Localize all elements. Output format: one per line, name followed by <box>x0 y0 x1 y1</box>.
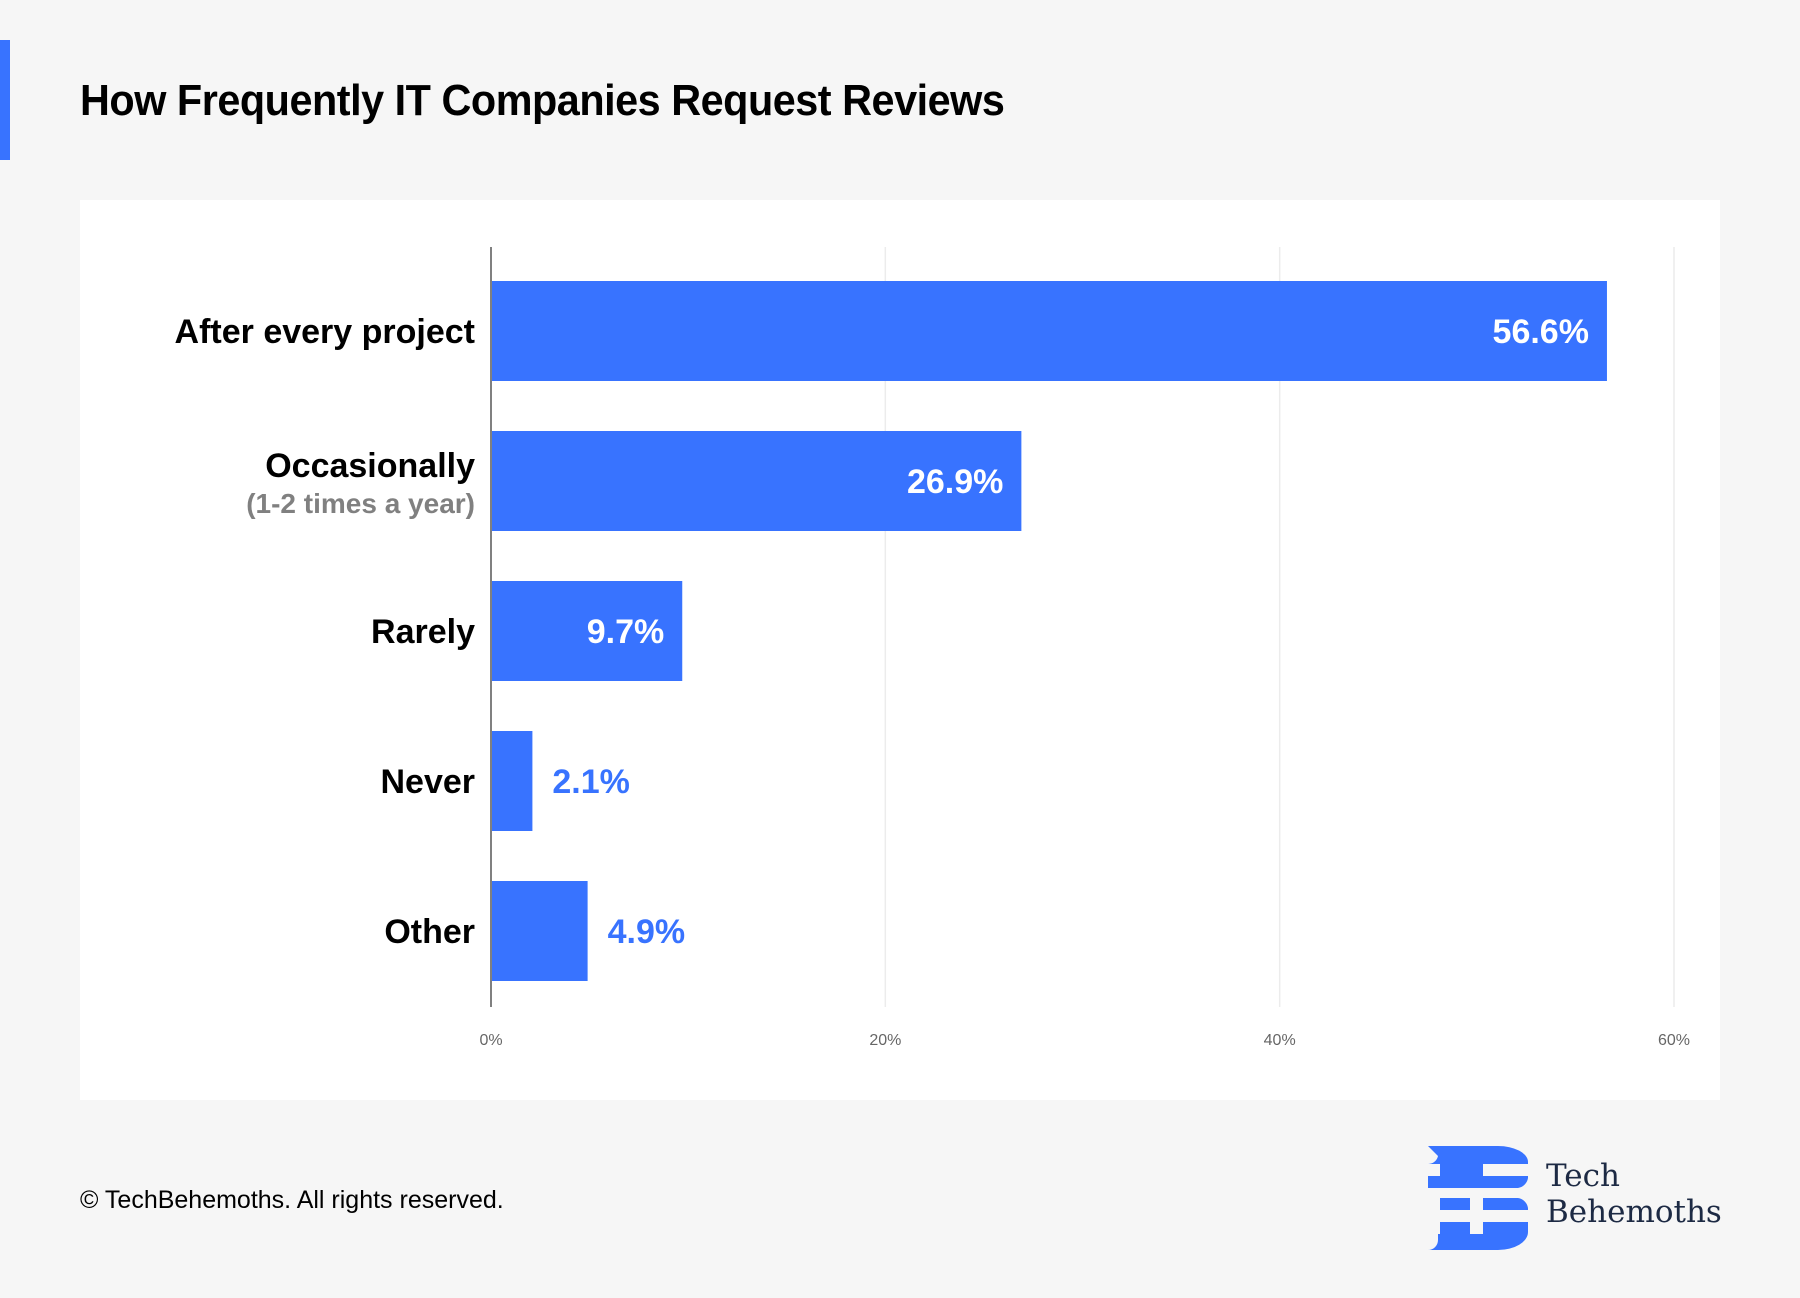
brand-line-2: Behemoths <box>1546 1194 1722 1230</box>
x-tick-label: 60% <box>1658 1032 1690 1049</box>
brand-name: Tech Behemoths <box>1546 1158 1722 1230</box>
category-label: Occasionally <box>265 447 475 485</box>
bar-value-label: 26.9% <box>907 463 1003 501</box>
bar <box>491 281 1607 381</box>
category-label: Never <box>380 763 475 801</box>
brand-line-1: Tech <box>1546 1158 1620 1194</box>
title-accent-bar <box>0 40 10 160</box>
bar-value-label: 2.1% <box>552 763 630 801</box>
bar-chart: 0% 20% 40% 60% 56.6% After every project 26.9%… <box>175 247 1690 1049</box>
category-label: After every project <box>175 313 475 351</box>
x-tick-label: 0% <box>479 1032 502 1049</box>
bar-value-label: 4.9% <box>608 913 686 951</box>
chart-card: 0% 20% 40% 60% 56.6% After every project 26.9%… <box>80 200 1720 1100</box>
bar <box>491 731 533 831</box>
bar <box>491 431 1022 531</box>
techbehemoths-logo-icon <box>1428 1146 1528 1250</box>
x-tick-label: 20% <box>869 1032 901 1049</box>
bar-value-label: 56.6% <box>1493 313 1589 351</box>
category-label: Other <box>384 913 475 951</box>
x-tick-label: 40% <box>1264 1032 1296 1049</box>
bar-value-label: 9.7% <box>587 613 665 651</box>
bar <box>491 581 683 681</box>
bar <box>491 881 588 981</box>
copyright-text: © TechBehemoths. All rights reserved. <box>80 1186 504 1214</box>
category-label: Rarely <box>371 613 475 651</box>
page-title: How Frequently IT Companies Request Revi… <box>80 76 1005 125</box>
category-sublabel: (1-2 times a year) <box>246 488 475 519</box>
